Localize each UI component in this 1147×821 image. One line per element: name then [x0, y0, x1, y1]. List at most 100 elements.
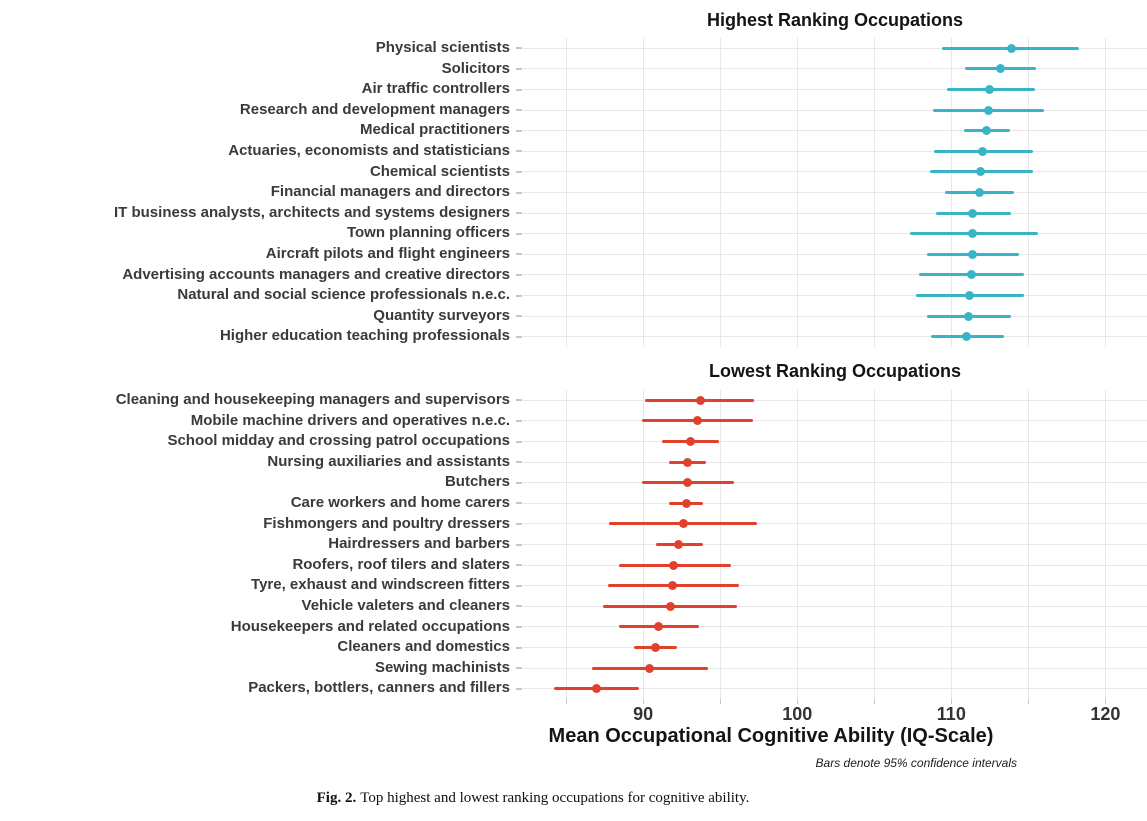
- y-tick-mark: [516, 294, 522, 297]
- mean-data-point: [962, 332, 972, 342]
- x-tick-mark: [951, 699, 953, 704]
- row-label: Fishmongers and poultry dressers: [263, 514, 510, 532]
- horizontal-gridline: [523, 688, 1147, 690]
- row-label: Sewing machinists: [374, 658, 510, 676]
- mean-data-point: [977, 146, 987, 156]
- y-tick-mark: [516, 232, 522, 235]
- horizontal-gridline: [523, 274, 1147, 276]
- y-tick-mark: [516, 667, 522, 670]
- mean-data-point: [996, 64, 1006, 74]
- horizontal-gridline: [523, 253, 1147, 255]
- mean-data-point: [966, 270, 976, 280]
- mean-data-point: [644, 663, 654, 673]
- mean-data-point: [968, 229, 978, 239]
- y-tick-mark: [516, 253, 522, 256]
- y-tick-mark: [516, 522, 522, 525]
- caption-text: Top highest and lowest ranking occupatio…: [360, 790, 750, 806]
- mean-data-point: [666, 601, 676, 611]
- horizontal-gridline: [523, 295, 1147, 296]
- row-label: Actuaries, economists and statisticians: [228, 142, 510, 159]
- row-label: Butchers: [444, 473, 510, 491]
- x-tick-mark: [874, 699, 876, 704]
- horizontal-gridline: [523, 68, 1147, 70]
- y-tick-mark: [516, 440, 522, 443]
- x-tick-label: 90: [633, 704, 654, 724]
- mean-data-point: [683, 478, 693, 488]
- y-tick-mark: [516, 687, 522, 690]
- y-tick-mark: [516, 564, 522, 567]
- horizontal-gridline: [523, 336, 1147, 338]
- y-tick-mark: [516, 109, 522, 112]
- horizontal-gridline: [523, 315, 1147, 317]
- mean-data-point: [1006, 43, 1016, 53]
- row-label: Roofers, roof tilers and slaters: [292, 555, 510, 573]
- row-label: Care workers and home carers: [290, 494, 510, 511]
- horizontal-gridline: [523, 544, 1147, 545]
- row-label: Aircraft pilots and flight engineers: [265, 245, 510, 262]
- horizontal-gridline: [523, 171, 1147, 173]
- y-tick-mark: [516, 584, 522, 587]
- x-axis-title: Mean Occupational Cognitive Ability (IQ-…: [548, 725, 994, 747]
- row-label: Chemical scientists: [369, 162, 510, 180]
- y-tick-mark: [516, 502, 522, 505]
- mean-data-point: [678, 519, 688, 529]
- mean-data-point: [683, 457, 693, 467]
- horizontal-gridline: [523, 605, 1147, 607]
- horizontal-gridline: [523, 89, 1147, 90]
- horizontal-gridline: [523, 192, 1147, 193]
- y-tick-mark: [516, 419, 522, 422]
- mean-data-point: [592, 684, 602, 694]
- plot-area-highest: [516, 38, 1147, 347]
- horizontal-gridline: [523, 109, 1147, 111]
- y-tick-mark: [516, 646, 522, 649]
- row-label: Quantity surveyors: [373, 306, 510, 324]
- x-tick-mark: [1028, 699, 1030, 704]
- row-label: Natural and social science professionals…: [177, 286, 510, 304]
- horizontal-gridline: [523, 523, 1147, 525]
- mean-data-point: [692, 416, 702, 426]
- y-tick-mark: [516, 191, 522, 194]
- horizontal-gridline: [523, 564, 1147, 566]
- row-label: Nursing auxiliaries and assistants: [267, 452, 510, 470]
- horizontal-gridline: [523, 150, 1147, 152]
- x-tick-label: 120: [1090, 704, 1121, 724]
- y-tick-mark: [516, 88, 522, 91]
- axis-labels-highest: Physical scientists Solicitors Air traffic…: [0, 38, 510, 347]
- caption-label: Fig. 2.: [316, 790, 357, 806]
- x-tick-mark: [566, 699, 568, 704]
- row-label: Solicitors: [441, 59, 510, 77]
- y-tick-mark: [516, 150, 522, 153]
- horizontal-gridline: [523, 667, 1147, 669]
- horizontal-gridline: [523, 420, 1147, 422]
- axis-labels-lowest: Cleaning and housekeeping managers and s…: [0, 390, 510, 699]
- mean-data-point: [968, 208, 978, 218]
- horizontal-gridline: [523, 130, 1147, 132]
- mean-data-point: [982, 126, 992, 136]
- row-label: Financial managers and directors: [270, 183, 510, 201]
- mean-data-point: [686, 437, 696, 446]
- horizontal-gridline: [523, 461, 1147, 463]
- row-label: Hairdressers and barbers: [328, 535, 510, 553]
- horizontal-gridline: [523, 399, 1147, 401]
- plot-area-lowest: [516, 390, 1147, 699]
- panel-title-lowest: Lowest Ranking Occupations: [708, 361, 962, 381]
- mean-data-point: [963, 311, 973, 321]
- horizontal-gridline: [523, 647, 1147, 648]
- y-tick-mark: [516, 481, 522, 484]
- y-tick-mark: [516, 315, 522, 318]
- row-label: Physical scientists: [375, 39, 510, 56]
- x-tick-mark: [720, 699, 722, 704]
- mean-data-point: [968, 249, 978, 259]
- row-label: Town planning officers: [346, 224, 510, 242]
- row-label: Tyre, exhaust and windscreen fitters: [251, 576, 510, 594]
- mean-data-point: [974, 188, 984, 197]
- ci-note: Bars denote 95% confidence intervals: [815, 756, 1017, 770]
- y-tick-mark: [516, 461, 522, 464]
- row-label: Housekeepers and related occupations: [230, 617, 510, 635]
- mean-data-point: [976, 167, 986, 177]
- x-axis: 90 100 110 120: [523, 699, 1147, 733]
- y-tick-mark: [516, 399, 522, 402]
- horizontal-gridline: [523, 502, 1147, 504]
- row-label: IT business analysts, architects and sys…: [113, 203, 510, 221]
